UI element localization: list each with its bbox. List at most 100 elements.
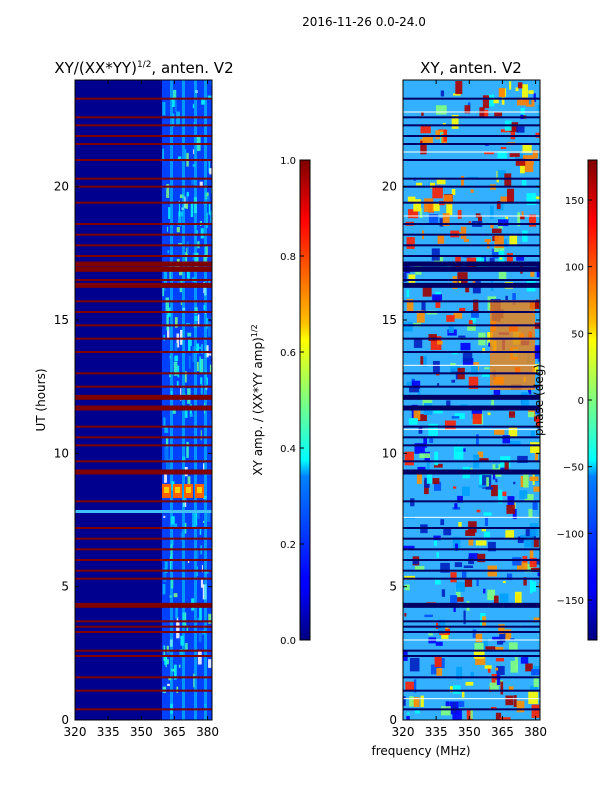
phase-texture-cell	[406, 381, 412, 388]
phase-texture-cell	[498, 88, 505, 97]
amplitude-texture-cell	[186, 191, 189, 197]
phase-texture-cell	[413, 697, 420, 707]
phase-texture-cell	[423, 437, 428, 448]
phase-texture-cell	[532, 150, 538, 159]
phase-texture-cell	[494, 111, 503, 117]
phase-texture-cell	[416, 310, 425, 323]
amplitude-flag-stripe	[75, 223, 212, 225]
phase-white-line	[403, 698, 540, 700]
phase-texture-cell	[473, 299, 479, 313]
amplitude-flag-stripe	[75, 143, 212, 145]
amplitude-flag-stripe	[75, 279, 212, 281]
amplitude-texture-cell	[203, 463, 205, 473]
amplitude-texture-cell	[174, 98, 177, 113]
phase-x-ticks: 320 335 350 365 380	[392, 80, 547, 739]
phase-texture-cell	[517, 212, 521, 227]
amplitude-texture-cell	[208, 659, 212, 668]
phase-texture-cell	[495, 712, 502, 720]
phase-texture-cell	[533, 470, 540, 483]
amplitude-texture-cell	[178, 200, 181, 217]
amplitude-flag-stripe	[75, 255, 212, 257]
phase-texture-cell	[521, 211, 524, 218]
phase-flag-stripe	[403, 655, 540, 657]
phase-texture-cell	[496, 674, 501, 686]
phase-x-label: frequency (MHz)	[371, 744, 470, 758]
amplitude-texture-cell	[193, 149, 195, 155]
amplitude-texture-cell	[199, 181, 203, 187]
amplitude-texture-cell	[179, 649, 183, 656]
phase-texture-cell	[404, 451, 414, 466]
phase-texture-cell	[436, 552, 439, 558]
phase-texture-cell	[475, 213, 481, 218]
phase-texture-cell	[441, 589, 446, 597]
phase-colorbar-tick-label: 150	[565, 196, 584, 207]
phase-texture-cell	[523, 473, 529, 488]
phase-texture-cell	[436, 178, 446, 185]
phase-texture-cell	[420, 695, 424, 707]
phase-flag-stripe	[403, 385, 540, 388]
phase-flag-stripes	[403, 97, 540, 711]
phase-texture-cell	[484, 367, 490, 370]
phase-texture-cell	[517, 82, 523, 89]
phase-texture-cell	[479, 458, 489, 462]
phase-texture-cell	[460, 226, 467, 239]
phase-texture-cell	[509, 234, 518, 246]
amplitude-flag-stripe	[75, 649, 212, 652]
phase-texture-cell	[539, 216, 540, 225]
phase-texture-cell	[505, 295, 508, 301]
phase-texture-cell	[514, 655, 518, 669]
phase-texture-cell	[527, 411, 535, 418]
amplitude-texture-cell	[162, 148, 165, 162]
amplitude-texture-cell	[172, 113, 175, 127]
phase-texture-cell	[420, 124, 431, 134]
amplitude-channel-column	[182, 80, 185, 720]
phase-panel-title: XY, anten. V2	[420, 59, 522, 77]
phase-flag-stripe	[403, 244, 540, 247]
phase-texture-cell	[538, 396, 540, 404]
phase-texture-cell	[465, 681, 474, 686]
amplitude-texture-cell	[164, 474, 167, 483]
phase-texture-cell	[420, 356, 424, 365]
amplitude-texture-cell	[199, 527, 202, 535]
phase-texture-cell	[414, 709, 420, 714]
amplitude-texture-cell	[206, 196, 210, 203]
phase-texture-cell	[449, 686, 453, 693]
phase-texture-cell	[421, 301, 426, 312]
amplitude-texture-cell	[186, 626, 189, 632]
phase-texture-cell	[515, 158, 526, 166]
phase-texture-cell	[510, 125, 516, 140]
phase-white-line	[403, 151, 540, 153]
phase-flag-stripe	[403, 676, 540, 679]
phase-texture-cell	[478, 215, 482, 223]
phase-texture-cell	[406, 237, 415, 249]
phase-texture-cell	[451, 379, 456, 383]
phase-texture-cell	[524, 494, 534, 502]
amplitude-texture-cell	[200, 384, 203, 395]
phase-texture-cell	[428, 423, 438, 436]
amplitude-flag-stripe-thick	[75, 602, 212, 608]
amplitude-colorbar-tick-label: 0.6	[280, 348, 296, 359]
phase-texture-cell	[468, 221, 472, 224]
phase-texture-cell	[406, 716, 410, 720]
phase-texture-cell	[470, 189, 474, 193]
phase-texture-cell	[520, 534, 526, 538]
phase-flag-stripe-thick	[403, 602, 540, 608]
phase-texture-cell	[458, 335, 466, 338]
phase-warm-region	[490, 300, 535, 390]
phase-texture-cell	[421, 112, 424, 116]
phase-texture-cell	[531, 581, 537, 592]
phase-texture-cell	[471, 309, 479, 318]
phase-texture-cell	[406, 289, 410, 298]
phase-texture-cell	[530, 430, 535, 438]
amplitude-texture-cell	[206, 377, 208, 385]
amplitude-texture-cell	[173, 361, 178, 376]
phase-flag-stripe	[403, 351, 540, 353]
phase-colorbar-tick-label: −50	[563, 463, 584, 474]
phase-texture-cell	[451, 114, 459, 129]
amplitude-flag-stripe-thick	[75, 469, 212, 475]
phase-texture-cell	[462, 351, 473, 363]
amplitude-texture-cell	[163, 515, 166, 518]
amplitude-texture-cell	[177, 365, 180, 378]
phase-texture-cell	[513, 481, 516, 485]
phase-texture-cell	[535, 416, 540, 428]
